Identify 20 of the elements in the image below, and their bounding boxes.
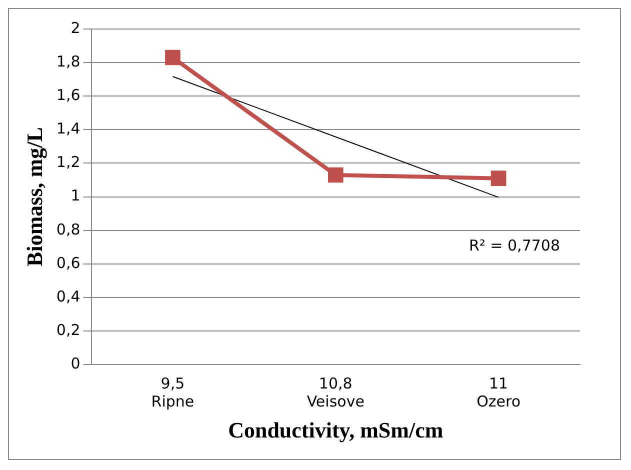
y-axis-title: Biomass, mg/L: [22, 127, 47, 266]
y-tick-label: 0,4: [56, 287, 80, 306]
y-tick-label: 0,6: [56, 254, 80, 272]
x-tick-label: 9,5 Ripne: [151, 374, 194, 410]
y-tick-label: 1,8: [56, 52, 80, 70]
y-tick-label: 1,4: [56, 120, 80, 138]
x-tick-label: 10,8 Veisove: [306, 374, 364, 410]
y-tick-label: 0,8: [56, 220, 80, 238]
y-tick-label: 0,2: [56, 320, 80, 339]
point: [165, 50, 180, 66]
y-tick-label: 1: [70, 186, 80, 205]
point: [490, 170, 506, 186]
x-axis-title: Conductivity, mSm/cm: [228, 417, 444, 442]
point: [328, 167, 344, 183]
annotation: R² = 0,7708: [468, 236, 560, 254]
y-tick-label: 1,2: [56, 153, 80, 172]
y-tick-label: 0: [70, 354, 80, 372]
y-tick-label: 1,6: [56, 86, 80, 104]
y-tick-label: 2: [70, 18, 80, 37]
x-tick-label: 11 Ozero: [476, 374, 521, 410]
